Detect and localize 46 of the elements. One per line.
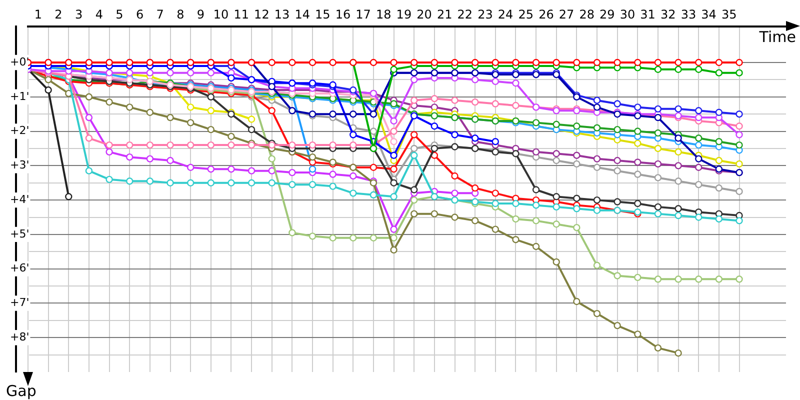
x-tick-label: 14 — [294, 7, 310, 22]
x-tick-label: 12 — [254, 7, 270, 22]
y-tick-label: +4' — [10, 192, 30, 206]
x-tick-label: 1 — [34, 7, 42, 22]
x-tick-label: 2 — [54, 7, 62, 22]
y-tick-label: +5' — [10, 227, 30, 240]
x-tick-label: 30 — [620, 7, 636, 22]
x-tick-label: 32 — [660, 7, 676, 22]
x-tick-label: 5 — [116, 7, 124, 22]
y-tick-label: +2' — [10, 124, 30, 138]
x-tick-label: 24 — [498, 7, 514, 22]
y-tick-label: +7' — [10, 296, 30, 310]
x-tick-label: 10 — [213, 7, 229, 22]
y-tick-label: +0' — [10, 55, 30, 68]
x-tick-label: 8 — [176, 7, 184, 22]
x-tick-label: 26 — [538, 7, 554, 22]
x-tick-label: 29 — [600, 7, 615, 22]
x-tick-label: 16 — [335, 7, 351, 22]
x-tick-label: 9 — [196, 7, 205, 22]
x-tick-label: 6 — [136, 7, 144, 22]
x-tick-label: 18 — [376, 7, 392, 22]
x-tick-label: 4 — [95, 7, 103, 22]
x-tick-label: 25 — [518, 7, 534, 22]
x-tick-label: 7 — [156, 7, 164, 22]
x-tick-label: 17 — [356, 7, 371, 22]
x-tick-label: 28 — [579, 7, 594, 22]
y-axis-title: Gap — [6, 382, 36, 400]
x-tick-label: 20 — [416, 7, 432, 22]
x-tick-label: 3 — [74, 7, 83, 22]
x-axis-title: Time — [759, 28, 796, 46]
x-tick-label: 19 — [396, 7, 412, 22]
x-tick-label: 11 — [234, 7, 250, 22]
x-tick-label: 35 — [721, 7, 737, 22]
y-tick-label: +3' — [10, 158, 30, 172]
x-tick-label: 15 — [315, 7, 330, 22]
x-tick-label: 33 — [680, 7, 696, 22]
x-tick-label: 21 — [436, 7, 452, 22]
x-tick-label: 23 — [478, 7, 493, 22]
x-tick-label: 22 — [457, 7, 473, 22]
y-tick-label: +8' — [10, 330, 30, 344]
x-tick-label: 13 — [274, 7, 290, 22]
x-tick-label: 27 — [558, 7, 574, 22]
x-tick-label: 31 — [640, 7, 656, 22]
y-tick-label: +6' — [10, 262, 30, 275]
y-tick-label: +1' — [10, 90, 30, 103]
x-tick-label: 34 — [701, 7, 716, 22]
